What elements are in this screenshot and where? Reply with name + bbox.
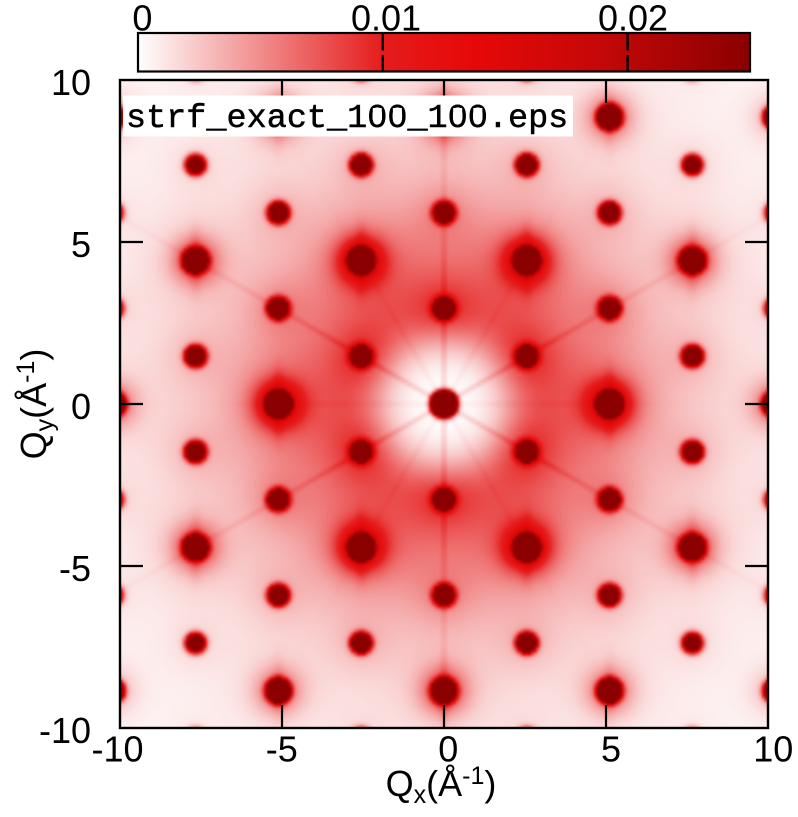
svg-text:5: 5 <box>601 728 621 769</box>
svg-text:-5: -5 <box>266 728 298 769</box>
svg-text:strf_exact_100_100.eps: strf_exact_100_100.eps <box>126 100 568 138</box>
svg-text:-10: -10 <box>91 728 143 769</box>
svg-text:0: 0 <box>438 728 458 769</box>
svg-text:0: 0 <box>132 0 152 39</box>
svg-text:Qx(Å-1): Qx(Å-1) <box>386 762 497 809</box>
svg-text:5: 5 <box>71 224 91 265</box>
svg-text:Qy(Å-1): Qy(Å-1) <box>12 349 59 460</box>
svg-text:10: 10 <box>51 62 91 103</box>
svg-text:0.02: 0.02 <box>598 0 668 39</box>
svg-text:-10: -10 <box>39 710 91 751</box>
svg-text:10: 10 <box>753 728 793 769</box>
svg-text:-5: -5 <box>59 548 91 589</box>
svg-text:0: 0 <box>71 386 91 427</box>
svg-text:0.01: 0.01 <box>351 0 421 39</box>
